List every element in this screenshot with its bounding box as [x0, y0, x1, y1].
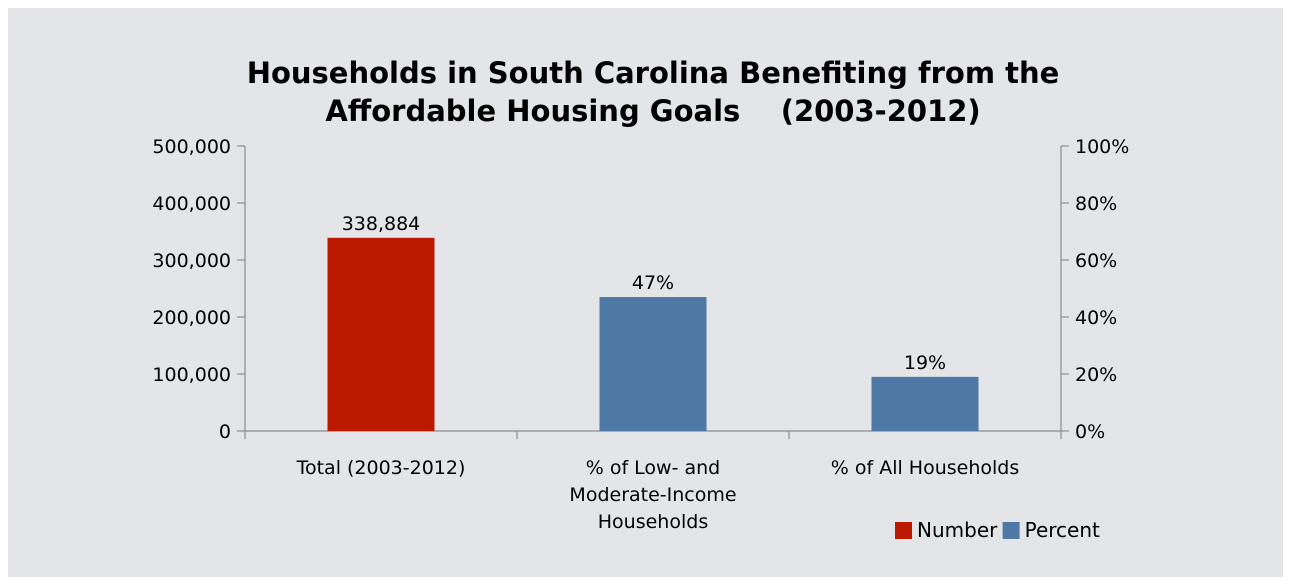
right-tick-label: 40% [1075, 307, 1117, 329]
category-labels: Total (2003-2012) % of Low- and Moderate-I… [296, 457, 1020, 533]
legend-swatch [895, 522, 912, 539]
left-tick-label: 200,000 [152, 307, 231, 329]
bar [871, 376, 979, 431]
left-tick-label: 300,000 [152, 250, 231, 272]
chart-svg: Households in South Carolina Benefiting … [152, 56, 1129, 542]
chart-area: Households in South Carolina Benefiting … [8, 8, 1283, 577]
right-tick-label: 20% [1075, 364, 1117, 386]
chart-title: Households in South Carolina Benefiting … [247, 56, 1060, 128]
bars [327, 237, 979, 431]
right-tick-label: 60% [1075, 250, 1117, 272]
left-tick-label: 0 [219, 421, 231, 443]
category-label: % of All Households [831, 457, 1020, 479]
chart-title-line: Households in South Carolina Benefiting … [247, 56, 1060, 90]
legend-swatch [1002, 522, 1020, 539]
category-label: Households [598, 511, 708, 533]
category-label: Moderate-Income [569, 484, 736, 506]
bar [327, 237, 435, 431]
category-label: % of Low- and [586, 457, 721, 479]
data-label: 19% [904, 352, 946, 374]
data-label: 47% [632, 272, 674, 294]
legend-label: Number [917, 518, 998, 542]
left-tick-label: 100,000 [152, 364, 231, 386]
left-axis-ticks: 0 100,000 200,000 300,000 400,000 500,000 [152, 136, 245, 443]
data-label: 338,884 [342, 213, 421, 235]
bar [599, 297, 707, 431]
legend: Number Percent [895, 518, 1100, 542]
data-labels: 338,884 47% 19% [342, 213, 946, 374]
category-label: Total (2003-2012) [296, 457, 466, 479]
right-tick-label: 0% [1075, 421, 1105, 443]
chart-title-line: Affordable Housing Goals (2003-2012) [325, 94, 980, 128]
left-tick-label: 500,000 [152, 136, 231, 158]
left-tick-label: 400,000 [152, 193, 231, 215]
right-tick-label: 80% [1075, 193, 1117, 215]
right-axis-ticks: 0% 20% 40% 60% 80% 100% [1061, 136, 1129, 443]
legend-label: Percent [1025, 518, 1100, 542]
right-tick-label: 100% [1075, 136, 1129, 158]
